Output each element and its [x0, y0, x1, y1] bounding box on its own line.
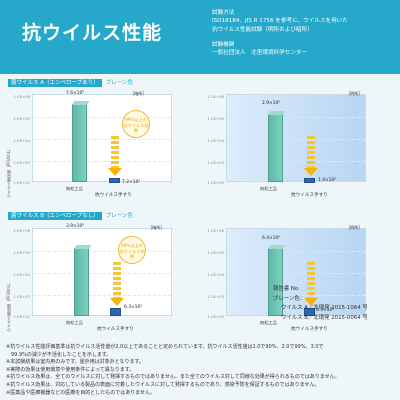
value-control: 6.4×10⁵ [262, 236, 281, 241]
y-tick: 1.0E+03 [207, 160, 224, 165]
bar-treated [304, 178, 315, 183]
section-a-sub: ブレーン色 [105, 80, 133, 86]
y-tick: 1.0E+02 [207, 314, 224, 319]
y-tick: 1.0E+05 [207, 250, 224, 255]
y-tick: 1.0E+05 [13, 250, 30, 255]
category-treated: 抗ウイルス手すり [95, 193, 132, 198]
value-treated: 6.3×10³ [316, 308, 335, 313]
bar-control [268, 114, 283, 182]
category-control: 無処工品 [66, 320, 83, 325]
test-method-line1: ISO18184、JIS R 1756 を参考に、ウイルスを用いた [212, 18, 348, 25]
plot-area [226, 94, 366, 182]
value-control: 7.6×10⁵ [66, 91, 85, 96]
value-treated: 7.2×10² [122, 180, 141, 185]
arrow-head [304, 298, 318, 306]
bracket-label: ［明所］ [346, 91, 363, 96]
y-tick: 1.0E+03 [13, 160, 30, 165]
chart-b-dark: ウイルス感染価（PFU/mL） 1.0E+06 1.0E+05 1.0E+04 … [6, 222, 178, 332]
arrow-head [304, 168, 318, 176]
footnotes: ※抗ウイルス性能評価基準は抗ウイルス活性値が2.0以上であることと定められていま… [6, 344, 398, 397]
test-info: 試験方法 ISO18184、JIS R 1756 を参考に、ウイルスを用いた 抗… [212, 9, 397, 57]
arrow-head [108, 168, 122, 176]
value-treated: 6.3×10³ [124, 305, 143, 310]
reduction-arrow [307, 136, 315, 168]
category-treated: 抗ウイルス手すり [291, 193, 328, 198]
chart-b-light: 1.0E+06 1.0E+05 1.0E+04 1.0E+03 1.0E+02 … [204, 222, 372, 332]
bar-control [74, 248, 89, 316]
y-tick: 1.0E+02 [13, 180, 30, 185]
test-method-line2: 抗ウイルス性能試験（明所および暗所） [212, 26, 313, 33]
note: ※抗ウイルス効果は、対応している製品の表面に付着したウイルスに対して発揮するもの… [6, 381, 320, 388]
y-tick: 1.0E+05 [13, 116, 30, 121]
y-tick: 1.0E+06 [13, 228, 30, 233]
bar-treated [110, 308, 121, 316]
bar-treated [304, 308, 315, 316]
category-treated: 抗ウイルス手すり [97, 327, 134, 332]
bar-treated [109, 178, 120, 183]
report-info: 報告書 No. ブレーン色： ウイルス A／北環発 2015-1064 号 ウイ… [273, 285, 368, 323]
y-tick: 1.0E+03 [13, 294, 30, 299]
chart-a-light: 1.0E+06 1.0E+05 1.0E+04 1.0E+03 1.0E+02 … [204, 88, 372, 198]
section-b-tag: 菌ウイルス B（エンベロープなし） [8, 212, 102, 220]
note: ※抗ウイルス性能評価基準は抗ウイルス活性値が2.0以上であることと定められていま… [6, 344, 324, 350]
y-tick: 1.0E+04 [207, 138, 224, 143]
bar-control [72, 104, 87, 182]
test-org-value: 一般社団法人 北里環境科学センター [212, 50, 308, 57]
y-tick: 1.0E+02 [207, 180, 224, 185]
reduction-arrow [111, 136, 119, 168]
value-control: 2.9×10⁵ [262, 101, 281, 106]
note: ※抗ウイルス効果は、全てのウイルスに対して発揮するものではありません。また全ての… [6, 374, 340, 381]
plot-area [226, 228, 366, 316]
value-treated: 1.4×10² [318, 178, 337, 183]
report-line-a: ウイルス A／北環発 2015-1064 号 [281, 305, 368, 311]
arrow-head [110, 298, 124, 306]
section-a-label: 菌ウイルス A（エンベロープあり） ブレーン色 [8, 79, 133, 87]
section-a-tag: 菌ウイルス A（エンベロープあり） [8, 79, 102, 87]
section-b-label: 菌ウイルス B（エンベロープなし） ブレーン色 [8, 212, 133, 220]
category-control: 無処工品 [260, 320, 277, 325]
note: ※実際の効果は使用環境や使用条件によって異なります。 [6, 366, 135, 373]
y-tick: 1.0E+06 [13, 94, 30, 99]
section-b-sub: ブレーン色 [105, 213, 133, 219]
bracket-label: ［暗所］ [130, 91, 147, 96]
effect-badge: 99%以上の抗ウイルス効果 [118, 236, 146, 264]
y-tick: 1.0E+02 [13, 314, 30, 319]
y-tick: 1.0E+05 [207, 116, 224, 121]
test-org-label: 試験機関 [212, 41, 235, 48]
note: 99.9%の減少が不活化したことを示します。 [6, 351, 112, 358]
y-tick: 1.0E+04 [13, 272, 30, 277]
y-tick: 1.0E+03 [207, 294, 224, 299]
note: ※本試験結果は室内用のみです。屋外用は対象外となります。 [6, 359, 145, 366]
chart-a-dark: ウイルス感染価（PFU/mL） 1.0E+06 1.0E+05 1.0E+04 … [6, 88, 178, 198]
report-color-label: ブレーン色： [273, 295, 306, 302]
page-title: 抗ウイルス性能 [22, 22, 163, 44]
y-axis-label: ウイルス感染価（PFU/mL） [6, 280, 11, 332]
reduction-arrow [113, 262, 121, 300]
note: ※医薬品や医療機器などの医療を目的としたものではありません。 [6, 389, 156, 396]
y-tick: 1.0E+06 [207, 94, 224, 99]
category-control: 無処工品 [260, 186, 277, 191]
test-method-label: 試験方法 [212, 10, 235, 16]
effect-badge: 99%以上の抗ウイルス効果 [122, 110, 150, 138]
y-tick: 1.0E+04 [207, 272, 224, 277]
category-treated: 抗ウイルス手すり [291, 327, 328, 332]
y-tick: 1.0E+06 [207, 228, 224, 233]
header-banner: 抗ウイルス性能 試験方法 ISO18184、JIS R 1756 を参考に、ウイ… [0, 0, 400, 74]
plot-area [32, 228, 172, 316]
y-tick: 1.0E+04 [13, 138, 30, 143]
category-control: 無処工品 [66, 186, 83, 191]
bracket-label: ［明所］ [346, 225, 363, 230]
reduction-arrow [307, 262, 315, 300]
plot-area [32, 94, 172, 182]
value-control: 3.9×10⁵ [66, 224, 85, 229]
bracket-label: ［暗所］ [148, 225, 165, 230]
report-label: 報告書 No. [273, 286, 300, 292]
y-axis-label: ウイルス感染価（PFU/mL） [6, 146, 11, 198]
bar-control [268, 248, 283, 316]
report-line-b: ウイルス B／北環発 2015-0064 号 [281, 314, 368, 321]
